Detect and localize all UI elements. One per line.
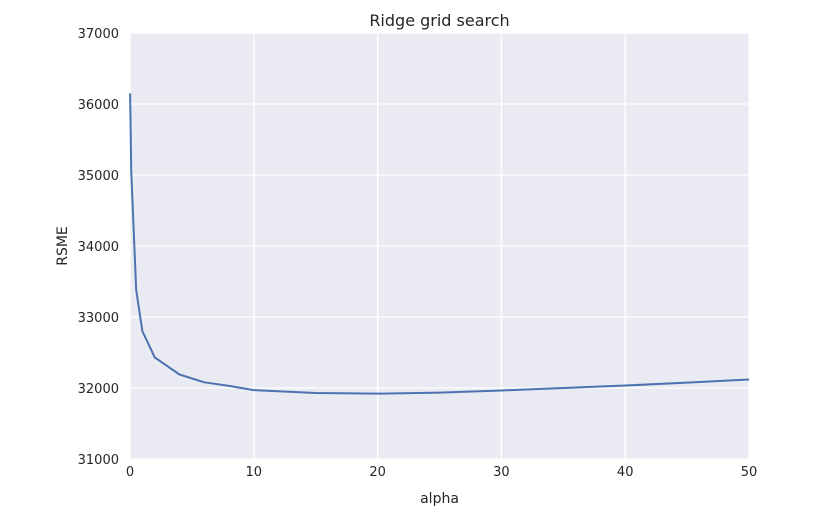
x-tick-label: 0 <box>126 465 134 480</box>
y-tick-label: 34000 <box>78 240 119 255</box>
y-tick-label: 32000 <box>78 382 119 397</box>
y-tick-label: 36000 <box>78 98 119 113</box>
y-tick-labels: 31000 32000 33000 34000 35000 36000 37000 <box>78 27 119 468</box>
y-tick-label: 33000 <box>78 311 119 326</box>
x-axis-title: alpha <box>420 491 459 507</box>
x-tick-label: 50 <box>741 465 758 480</box>
y-axis-title: RSME <box>55 226 71 266</box>
x-tick-label: 40 <box>617 465 634 480</box>
x-tick-label: 10 <box>246 465 263 480</box>
x-tick-label: 30 <box>493 465 510 480</box>
y-tick-label: 31000 <box>78 453 119 468</box>
grid-lines <box>129 32 750 460</box>
chart-title: Ridge grid search <box>369 11 509 30</box>
x-tick-labels: 0 10 20 30 40 50 <box>126 465 757 480</box>
x-tick-label: 20 <box>369 465 386 480</box>
series-layer <box>129 93 750 395</box>
y-tick-label: 37000 <box>78 27 119 42</box>
series-line <box>129 93 750 395</box>
y-tick-label: 35000 <box>78 169 119 184</box>
